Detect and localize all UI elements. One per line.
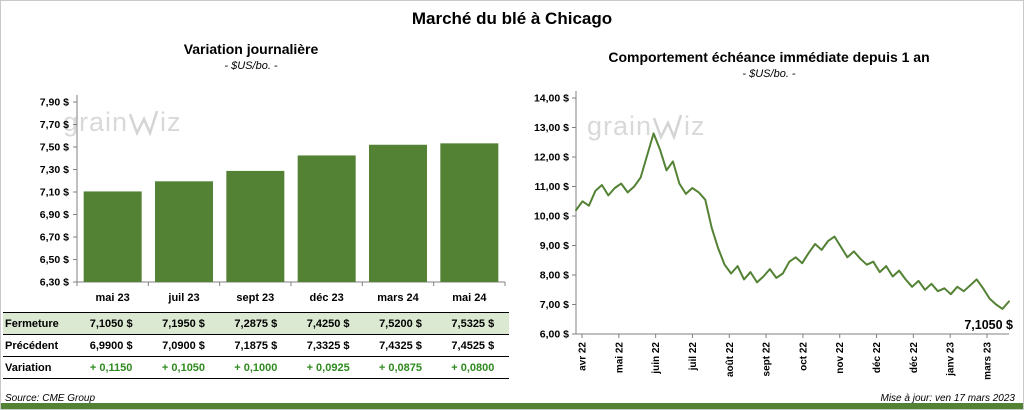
bar-x-axis-labels: mai 23 juil 23 sept 23 déc 23 mars 24 mai 24 bbox=[77, 292, 505, 304]
line-x-tick-label: juil 22 bbox=[688, 342, 699, 372]
bar-chart-subtitle: - $US/bo. - bbox=[224, 60, 278, 72]
table-cell: 7,0900 $ bbox=[147, 334, 220, 357]
line-y-tick-label: 10,00 $ bbox=[534, 211, 569, 223]
line-x-tick-label: déc 22 bbox=[909, 342, 920, 374]
table-cell: 7,2875 $ bbox=[219, 312, 292, 335]
price-table: Fermeture 7,1050 $7,1950 $7,2875 $7,4250 … bbox=[3, 312, 509, 379]
last-price-annotation: 7,1050 $ bbox=[964, 318, 1013, 332]
line-chart-title: Comportement échéance immédiate depuis 1… bbox=[608, 49, 930, 65]
line-y-tick-label: 14,00 $ bbox=[534, 93, 569, 105]
line-y-tick-label: 8,00 $ bbox=[540, 270, 569, 282]
bar-x-label: mai 23 bbox=[95, 292, 130, 304]
line-x-tick-label: nov 22 bbox=[835, 342, 846, 374]
bar-y-tick-label: 7,90 $ bbox=[40, 97, 69, 109]
line-y-tick-label: 11,00 $ bbox=[535, 181, 570, 193]
bar-y-tick-label: 6,50 $ bbox=[40, 254, 69, 266]
page-title: Marché du blé à Chicago bbox=[411, 9, 613, 28]
row-label: Variation bbox=[3, 356, 75, 379]
table-cell: 7,4525 $ bbox=[436, 334, 509, 357]
bar-sept-23 bbox=[226, 170, 285, 282]
bar-mai-23 bbox=[83, 191, 142, 282]
bar-y-tick-label: 7,30 $ bbox=[40, 164, 69, 176]
bar-y-tick-label: 7,70 $ bbox=[40, 119, 69, 131]
table-row-précédent: Précédent 6,9900 $7,0900 $7,1875 $7,3325 … bbox=[3, 334, 509, 357]
table-cell: + 0,0800 bbox=[436, 356, 509, 379]
line-y-tick-label: 9,00 $ bbox=[540, 240, 569, 252]
source-note: Source: CME Group bbox=[5, 393, 96, 404]
bar-y-tick-label: 6,90 $ bbox=[40, 209, 69, 221]
bar-juil-23 bbox=[155, 181, 213, 282]
bar-y-tick-label: 7,50 $ bbox=[40, 142, 69, 154]
price-line bbox=[575, 132, 1010, 310]
table-cell: 7,1050 $ bbox=[75, 312, 148, 335]
table-cell: 7,4325 $ bbox=[364, 334, 437, 357]
bar-x-label: mars 24 bbox=[377, 292, 419, 304]
line-y-tick-label: 6,00 $ bbox=[540, 329, 569, 341]
line-x-tick-label: avr 22 bbox=[578, 342, 589, 371]
table-row-variation: Variation + 0,1150 + 0,1050 + 0,1000 + 0,092… bbox=[3, 356, 509, 379]
table-cell: 7,5200 $ bbox=[364, 312, 437, 335]
line-y-tick-label: 13,00 $ bbox=[534, 122, 569, 134]
table-cell: 7,1950 $ bbox=[147, 312, 220, 335]
table-cell: 7,1875 $ bbox=[219, 334, 292, 357]
table-cell: 7,5325 $ bbox=[436, 312, 509, 335]
table-cell: + 0,1000 bbox=[219, 356, 292, 379]
front-month-line-chart: 14,00 $ 13,00 $ 12,00 $ 11,00 $ 10,00 $ 9,00 … bbox=[534, 91, 1013, 380]
bar-x-label: sept 23 bbox=[236, 292, 275, 304]
line-y-tick-label: 12,00 $ bbox=[534, 152, 569, 164]
table-row-fermeture: Fermeture 7,1050 $7,1950 $7,2875 $7,4250 … bbox=[3, 312, 509, 335]
update-note: Mise à jour: ven 17 mars 2023 bbox=[880, 393, 1015, 404]
line-y-tick-label: 7,00 $ bbox=[540, 299, 569, 311]
bar-y-tick-label: 6,70 $ bbox=[40, 232, 69, 244]
line-x-tick-label: janv 23 bbox=[946, 342, 957, 377]
line-x-tick-label: oct 22 bbox=[798, 342, 809, 371]
table-cell: + 0,1050 bbox=[147, 356, 220, 379]
bar-x-label: mai 24 bbox=[452, 292, 487, 304]
bar-chart-title: Variation journalière bbox=[183, 41, 319, 57]
line-x-tick-label: sept 22 bbox=[762, 342, 773, 377]
table-cell: + 0,0925 bbox=[291, 356, 365, 379]
footer-bar bbox=[1, 403, 1023, 409]
table-cell: 7,3325 $ bbox=[291, 334, 365, 357]
line-x-tick-label: août 22 bbox=[725, 342, 736, 377]
table-cell: + 0,0875 bbox=[364, 356, 437, 379]
table-cell: 6,9900 $ bbox=[75, 334, 148, 357]
line-x-tick-label: juin 22 bbox=[651, 342, 662, 375]
bar-y-tick-label: 7,10 $ bbox=[40, 187, 69, 199]
daily-variation-bar-chart: 7,90 $ 7,70 $ 7,50 $ 7,30 $ 7,10 $ 6,90 $ 6,70… bbox=[40, 95, 506, 289]
row-label: Précédent bbox=[3, 334, 75, 357]
bar-x-label: déc 23 bbox=[309, 292, 344, 304]
line-x-tick-label: déc 22 bbox=[872, 342, 883, 374]
line-chart-subtitle: - $US/bo. - bbox=[742, 68, 796, 80]
bar-mai-24 bbox=[440, 143, 499, 282]
line-x-tick-label: mai 22 bbox=[614, 342, 625, 374]
bar-y-tick-label: 6,30 $ bbox=[40, 277, 69, 289]
bar-x-label: juil 23 bbox=[168, 292, 200, 304]
bar-mars-24 bbox=[369, 144, 427, 282]
row-label: Fermeture bbox=[3, 312, 75, 335]
bar-déc-23 bbox=[297, 155, 356, 282]
table-cell: + 0,1150 bbox=[75, 356, 148, 379]
line-x-tick-label: mars 23 bbox=[983, 342, 994, 380]
table-cell: 7,4250 $ bbox=[291, 312, 365, 335]
